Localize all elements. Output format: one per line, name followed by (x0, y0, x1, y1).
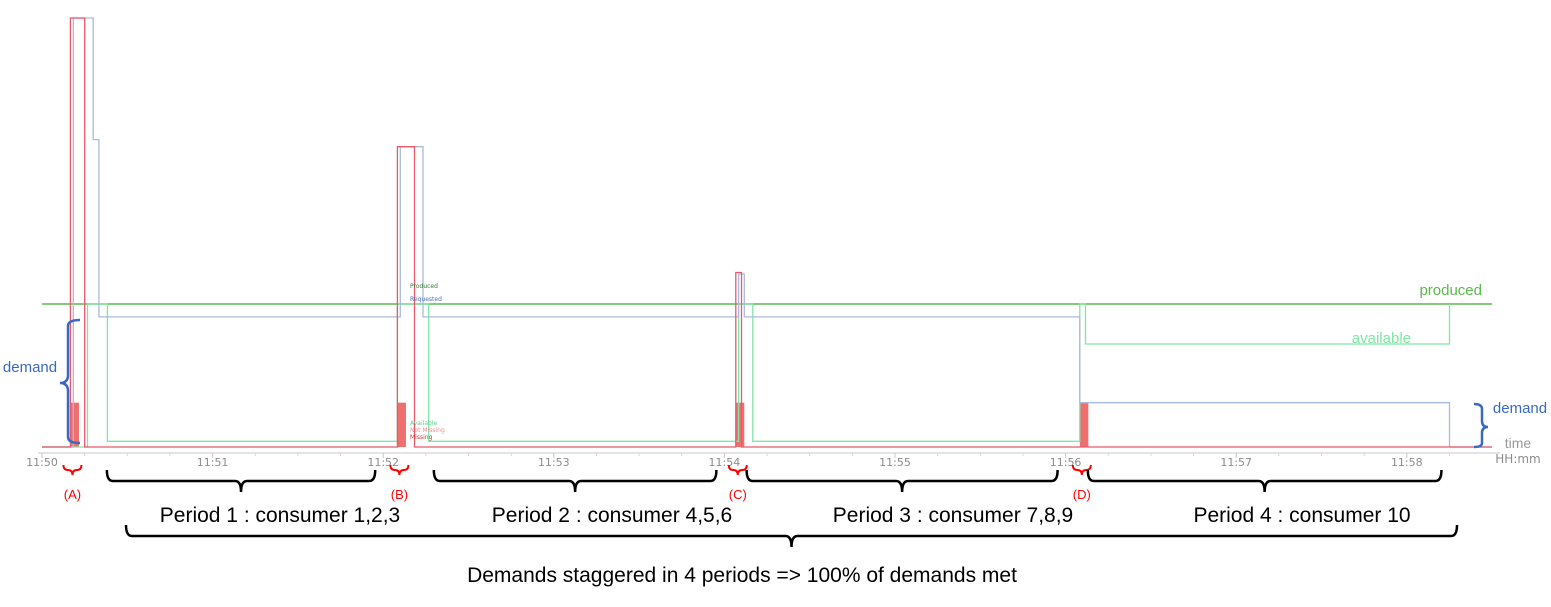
series-missing-line (42, 17, 1493, 448)
period-label-2: Period 2 : consumer 4,5,6 (492, 504, 732, 527)
series-demand-line (42, 17, 1493, 448)
x-axis-unit-label: HH:mm (1495, 452, 1540, 466)
x-tick-label-1: 11:51 (197, 456, 229, 469)
x-tick-label-2: 11:52 (367, 456, 399, 469)
period-brace-4 (1086, 469, 1443, 493)
marker-label-1: (A) (64, 487, 81, 502)
shaded-bar-3 (735, 402, 745, 447)
shaded-bar-4 (1079, 402, 1089, 447)
period-brace-1 (105, 469, 377, 493)
shaded-bar-2 (397, 402, 406, 447)
period-label-4: Period 4 : consumer 10 (1193, 504, 1410, 527)
marker-brace-2 (389, 464, 410, 476)
series-layer (42, 17, 1493, 448)
x-axis-ticks: 11:50 11:51 11:52 11:53 11:54 11:55 11:56 11:57… (26, 453, 1450, 469)
period-brace-3 (745, 469, 1059, 493)
marker-label-3: (C) (729, 487, 747, 502)
annotation-layer: (A) (B) (C) (D) Period 1 : consumer 1,2,3 Per… (59, 318, 1489, 548)
produced-series-label: produced (1419, 282, 1482, 299)
demand-right-label: demand (1493, 400, 1547, 417)
marker-label-2: (B) (391, 487, 408, 502)
x-tick-label-5: 11:55 (879, 456, 911, 469)
shaded-bar-1 (70, 402, 79, 447)
x-tick-label-3: 11:53 (538, 456, 570, 469)
period-label-3: Period 3 : consumer 7,8,9 (833, 504, 1073, 527)
x-tick-label-8: 11:58 (1391, 456, 1423, 469)
period-brace-2 (432, 469, 718, 493)
shaded-bars-layer (70, 402, 1089, 447)
summary-text: Demands staggered in 4 periods => 100% o… (467, 564, 1017, 587)
period-label-1: Period 1 : consumer 1,2,3 (160, 504, 400, 527)
time-axis-label: time (1505, 435, 1532, 451)
x-tick-label-0: 11:50 (26, 456, 58, 469)
series-available-line (42, 303, 1451, 448)
x-tick-label-7: 11:57 (1220, 456, 1252, 469)
x-tick-label-6: 11:56 (1050, 456, 1082, 469)
mini-legend-missing: Missing (410, 434, 433, 441)
demand-left-label: demand (3, 359, 57, 376)
marker-label-4: (D) (1073, 487, 1091, 502)
mini-legend-produced: Produced (410, 283, 438, 290)
mini-legend-not-missing: Not Missing (410, 427, 445, 434)
mini-legend-available: Available (410, 420, 437, 427)
mini-legend-requested: Requested (410, 296, 442, 303)
demand-right-brace (1473, 402, 1489, 449)
marker-brace-1 (62, 464, 83, 476)
demand-left-brace (59, 318, 81, 445)
available-series-label: available (1352, 330, 1411, 347)
summary-brace (124, 524, 1459, 548)
marker-brace-3 (727, 464, 748, 476)
x-tick-label-4: 11:54 (709, 456, 741, 469)
marker-brace-4 (1071, 464, 1092, 476)
